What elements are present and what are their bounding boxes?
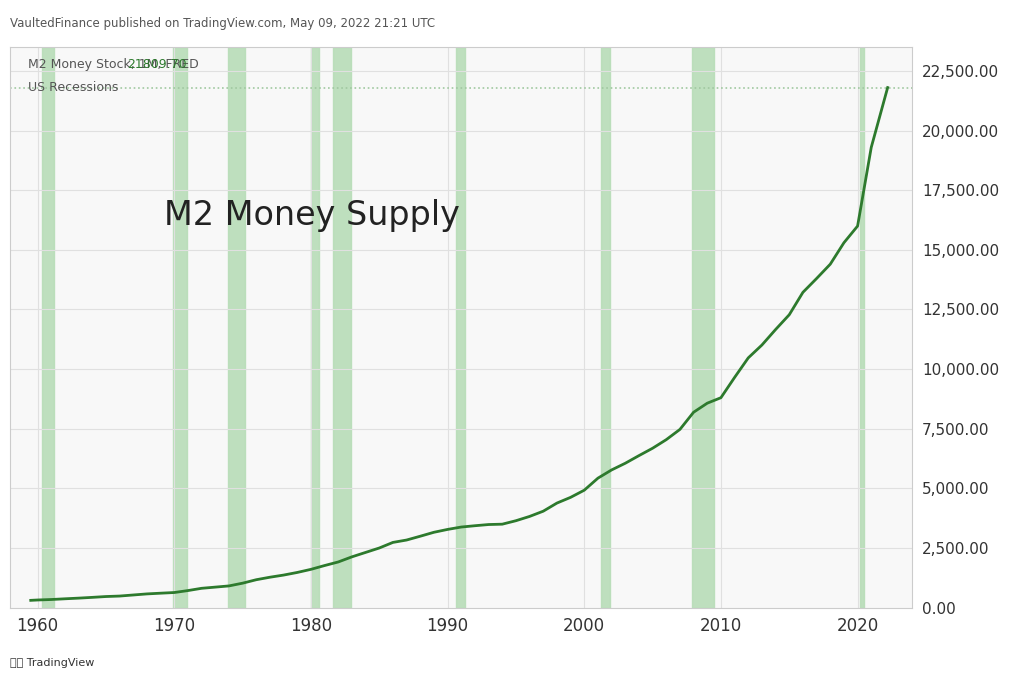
- Text: US Recessions: US Recessions: [29, 81, 119, 94]
- Text: M2 Money Stock, 1M, FRED: M2 Money Stock, 1M, FRED: [29, 59, 199, 72]
- Bar: [456, 47, 465, 608]
- Bar: [333, 47, 351, 608]
- Text: 21809.70: 21809.70: [127, 59, 188, 72]
- Bar: [692, 47, 714, 608]
- Bar: [42, 47, 54, 608]
- Text: M2 Money Supply: M2 Money Supply: [164, 199, 459, 232]
- Text: VaultedFinance published on TradingView.com, May 09, 2022 21:21 UTC: VaultedFinance published on TradingView.…: [10, 17, 436, 30]
- Bar: [173, 47, 187, 608]
- Bar: [311, 47, 319, 608]
- Bar: [228, 47, 245, 608]
- Bar: [860, 47, 864, 608]
- Bar: [601, 47, 610, 608]
- Text: 𝕿𝖅 TradingView: 𝕿𝖅 TradingView: [10, 658, 94, 668]
